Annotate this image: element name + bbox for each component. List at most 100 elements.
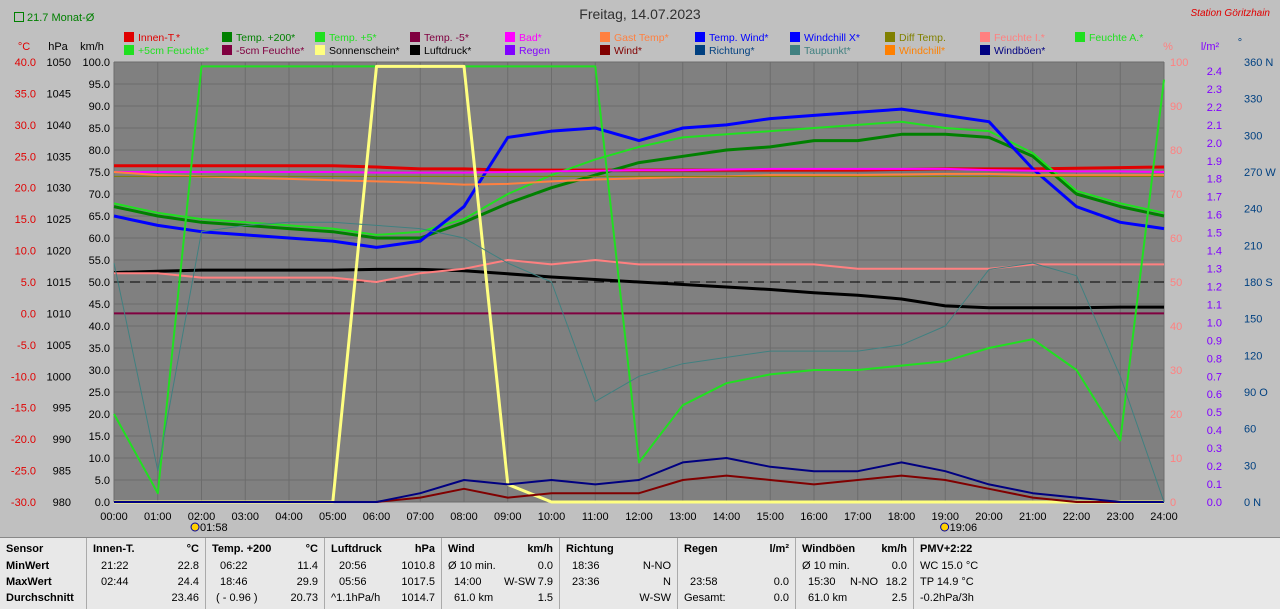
rain-tick-label: 0.0 (1207, 497, 1222, 509)
pressure-tick-label: 1045 (47, 88, 71, 100)
wind-tick-label: 60.0 (89, 233, 110, 245)
wind-tick-label: 65.0 (89, 211, 110, 223)
checkbox-icon[interactable] (14, 12, 24, 22)
temp200-avg-value: 20.73 (290, 592, 318, 604)
legend-item[interactable]: Sonnenschein* (315, 45, 400, 57)
legend-swatch (1075, 32, 1085, 42)
pmv-pressure-trend: -0.2hPa/3h (920, 592, 974, 604)
innen-unit: °C (186, 543, 199, 555)
humidity-tick-label: 40 (1170, 321, 1182, 333)
humidity-tick-label: 50 (1170, 277, 1182, 289)
temp200-min-time: 06:22 (220, 560, 248, 572)
legend-item[interactable]: Windböen* (980, 45, 1045, 57)
wind-tick-label: 25.0 (89, 387, 110, 399)
legend-label: Windböen* (994, 45, 1046, 57)
legend-item[interactable]: Feuchte I.* (980, 32, 1045, 44)
x-tick-label: 18:00 (888, 511, 916, 523)
legend-item[interactable]: -5cm Feuchte* (222, 45, 304, 57)
rain-tick-label: 2.4 (1207, 66, 1222, 78)
legend-label: Wind* (614, 45, 643, 57)
rain-tick-label: 0.9 (1207, 335, 1222, 347)
temp-tick-label: 10.0 (15, 246, 36, 258)
pmv-title: PMV+2:22 (920, 543, 973, 555)
innen-min-value: 22.8 (177, 560, 199, 572)
legend-item[interactable]: Wind* (600, 45, 642, 57)
direction-tick-label: 240 (1244, 204, 1262, 216)
rain-tick-label: 1.1 (1207, 299, 1222, 311)
humidity-tick-label: 20 (1170, 409, 1182, 421)
wind-distance: 61.0 km (454, 592, 494, 604)
stats-wind: Wind km/h Ø 10 min. 0.0 14:00 W-SW 7.9 61.0 … (442, 538, 560, 609)
pmv-dewpoint: TP 14.9 °C (920, 576, 974, 588)
legend-swatch (790, 45, 800, 55)
legend-label: Diff Temp. (899, 32, 946, 44)
legend-label: Temp. -5* (424, 32, 469, 44)
direction-tick-label: 120 (1244, 350, 1262, 362)
temp-tick-label: 25.0 (15, 151, 36, 163)
legend-swatch (600, 45, 610, 55)
stats-innen: Innen-T. °C 21:22 22.8 02:44 24.4 23.46 (87, 538, 206, 609)
pressure-tick-label: 1015 (47, 277, 71, 289)
innen-avg-value: 23.46 (171, 592, 199, 604)
legend-item[interactable]: Richtung* (695, 45, 755, 57)
temp-tick-label: 35.0 (15, 88, 36, 100)
pressure-tick-label: 980 (53, 497, 71, 509)
legend-item[interactable]: Temp. Wind* (695, 32, 769, 44)
axes-layer: 00:00 01:00 02:00 03:00 04:00 05:00 06:00 07:00… (11, 37, 1276, 534)
sunset-icon (940, 522, 950, 532)
legend-item[interactable]: Bad* (505, 32, 542, 44)
wind-tick-label: 30.0 (89, 365, 110, 377)
legend-item[interactable]: +5cm Feuchte* (124, 45, 209, 57)
pressure-tick-label: 1030 (47, 183, 71, 195)
legend-label: Luftdruck* (424, 45, 472, 57)
legend-item[interactable]: Regen (505, 45, 550, 57)
rain-tick-label: 1.3 (1207, 264, 1222, 276)
legend-swatch (980, 45, 990, 55)
legend-item[interactable]: Taupunkt* (790, 45, 851, 57)
regen-total-value: 0.0 (773, 592, 789, 604)
wind-max-dir: W-SW (504, 576, 536, 588)
legend-swatch (790, 32, 800, 42)
pressure-tick-label: 985 (53, 466, 71, 478)
humidity-tick-label: 0 (1170, 497, 1176, 509)
legend-item[interactable]: Temp. -5* (410, 32, 469, 44)
regen-title: Regen (684, 543, 718, 555)
x-tick-label: 02:00 (188, 511, 216, 523)
x-tick-label: 08:00 (450, 511, 478, 523)
x-tick-label: 09:00 (494, 511, 522, 523)
legend-item[interactable]: Luftdruck* (410, 45, 471, 57)
temp-unit-label: °C (18, 41, 30, 53)
station-name: Station Göritzhain (1190, 8, 1271, 19)
luftdruck-trend: ^1.1hPa/h (331, 592, 381, 604)
x-tick-label: 24:00 (1150, 511, 1178, 523)
legend-item[interactable]: Windchill X* (790, 32, 860, 44)
direction-tick-label: 330 (1244, 94, 1262, 106)
rain-tick-label: 2.2 (1207, 102, 1222, 114)
boeen-avg-value: 2.5 (891, 592, 907, 604)
temp-tick-label: 15.0 (15, 214, 36, 226)
richtung-title: Richtung (566, 543, 614, 555)
stats-sensor: Sensor MinWert MaxWert Durchschnitt (0, 538, 87, 609)
humidity-tick-label: 90 (1170, 101, 1182, 113)
monthly-average-label: 21.7 Monat-Ø (27, 12, 95, 24)
legend-item[interactable]: Windchill* (885, 45, 945, 57)
legend-item[interactable]: Feuchte A.* (1075, 32, 1143, 44)
legend-item[interactable]: Gast Temp* (600, 32, 669, 44)
wind-tick-label: 90.0 (89, 101, 110, 113)
chart-title: Freitag, 14.07.2023 (579, 6, 701, 22)
rain-tick-label: 0.2 (1207, 461, 1222, 473)
legend-label: -5cm Feuchte* (236, 45, 305, 57)
x-tick-label: 01:00 (144, 511, 172, 523)
legend-item[interactable]: Diff Temp. (885, 32, 946, 44)
wind-tick-label: 45.0 (89, 299, 110, 311)
innen-min-time: 21:22 (101, 560, 129, 572)
legend-swatch (695, 45, 705, 55)
temp200-min-value: 11.4 (297, 560, 318, 572)
legend-item[interactable]: Temp. +5* (315, 32, 377, 44)
legend-item[interactable]: Innen-T.* (124, 32, 180, 44)
temp-tick-label: -15.0 (11, 403, 36, 415)
legend-item[interactable]: Temp. +200* (222, 32, 295, 44)
pressure-unit-label: hPa (48, 41, 68, 53)
legend-swatch (410, 32, 420, 42)
direction-tick-label: 30 (1244, 460, 1256, 472)
